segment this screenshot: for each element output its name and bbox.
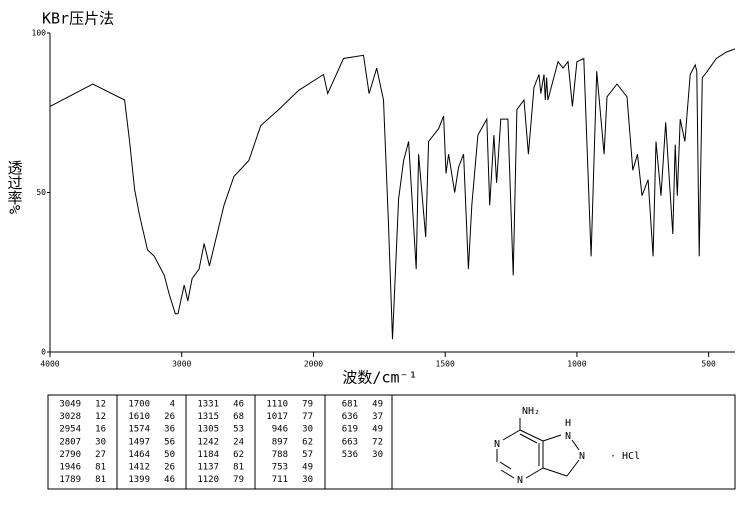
peak-wavenumber: 1120 — [197, 475, 219, 485]
peak-transmittance: 12 — [95, 400, 106, 410]
structure-label: N — [517, 475, 523, 486]
x-tick-label: 4000 — [40, 360, 59, 369]
peak-wavenumber: 753 — [272, 463, 288, 473]
x-tick-label: 2000 — [304, 360, 323, 369]
peak-transmittance: 4 — [170, 400, 175, 410]
x-axis-label: 波数/cm⁻¹ — [342, 369, 417, 387]
peak-wavenumber: 1184 — [197, 450, 219, 460]
x-tick-label: 1000 — [567, 360, 586, 369]
peak-transmittance: 81 — [95, 475, 106, 485]
peak-transmittance: 81 — [95, 463, 106, 473]
structure-label: N — [579, 451, 585, 462]
peak-wavenumber: 788 — [272, 450, 288, 460]
peak-wavenumber: 1497 — [128, 437, 150, 447]
peak-transmittance: 30 — [372, 450, 383, 460]
peak-wavenumber: 1464 — [128, 450, 150, 460]
peak-wavenumber: 3028 — [59, 412, 81, 422]
peak-transmittance: 12 — [95, 412, 106, 422]
peak-wavenumber: 1315 — [197, 412, 219, 422]
peak-wavenumber: 663 — [342, 437, 358, 447]
peak-wavenumber: 681 — [342, 400, 358, 410]
peak-transmittance: 37 — [372, 412, 383, 422]
peak-wavenumber: 2807 — [59, 437, 81, 447]
peak-wavenumber: 536 — [342, 450, 358, 460]
peak-wavenumber: 1700 — [128, 400, 150, 410]
peak-wavenumber: 3049 — [59, 400, 81, 410]
peak-transmittance: 57 — [302, 450, 313, 460]
peak-wavenumber: 711 — [272, 475, 288, 485]
x-tick-label: 1500 — [436, 360, 455, 369]
y-axis-label: 透过率% — [6, 160, 24, 214]
peak-transmittance: 26 — [164, 412, 175, 422]
y-tick-label: 0 — [41, 348, 46, 357]
peak-transmittance: 53 — [233, 425, 244, 435]
peak-transmittance: 62 — [233, 450, 244, 460]
structure-bonds — [496, 418, 580, 479]
peak-wavenumber: 1399 — [128, 475, 150, 485]
y-tick-label: 50 — [36, 188, 46, 197]
peak-transmittance: 68 — [233, 412, 244, 422]
peak-transmittance: 30 — [302, 475, 313, 485]
peak-transmittance: 46 — [233, 400, 244, 410]
peak-transmittance: 56 — [164, 437, 175, 447]
peak-transmittance: 24 — [233, 437, 244, 447]
peak-wavenumber: 636 — [342, 412, 358, 422]
structure-label: H — [565, 418, 571, 429]
peak-transmittance: 30 — [302, 425, 313, 435]
peak-transmittance: 79 — [233, 475, 244, 485]
peak-transmittance: 79 — [302, 400, 313, 410]
peak-transmittance: 36 — [164, 425, 175, 435]
peak-wavenumber: 1110 — [266, 400, 288, 410]
peak-transmittance: 49 — [372, 400, 383, 410]
peak-wavenumber: 1789 — [59, 475, 81, 485]
peak-transmittance: 81 — [233, 463, 244, 473]
structure-salt: · HCl — [610, 451, 640, 462]
peak-transmittance: 46 — [164, 475, 175, 485]
peak-transmittance: 16 — [95, 425, 106, 435]
peak-transmittance: 26 — [164, 463, 175, 473]
peak-transmittance: 62 — [302, 437, 313, 447]
peak-wavenumber: 1242 — [197, 437, 219, 447]
peak-wavenumber: 1137 — [197, 463, 219, 473]
peak-transmittance: 77 — [302, 412, 313, 422]
peak-transmittance: 50 — [164, 450, 175, 460]
spectrum-line — [49, 48, 736, 340]
chart-title: KBr压片法 — [42, 10, 114, 28]
x-tick-label: 500 — [701, 360, 716, 369]
structure-label: NH₂ — [522, 406, 540, 417]
peak-wavenumber: 2790 — [59, 450, 81, 460]
peak-wavenumber: 897 — [272, 437, 288, 447]
peak-transmittance: 72 — [372, 437, 383, 447]
peak-transmittance: 30 — [95, 437, 106, 447]
peak-wavenumber: 619 — [342, 425, 358, 435]
peak-wavenumber: 946 — [272, 425, 288, 435]
x-tick-label: 3000 — [172, 360, 191, 369]
structure-label: N — [565, 431, 571, 442]
peak-wavenumber: 1017 — [266, 412, 288, 422]
peak-transmittance: 49 — [302, 463, 313, 473]
peak-wavenumber: 1574 — [128, 425, 150, 435]
peak-wavenumber: 1946 — [59, 463, 81, 473]
peak-wavenumber: 2954 — [59, 425, 81, 435]
peak-wavenumber: 1610 — [128, 412, 150, 422]
structure-label: N — [494, 439, 500, 450]
y-tick-label: 100 — [32, 29, 47, 38]
peak-transmittance: 27 — [95, 450, 106, 460]
peak-wavenumber: 1331 — [197, 400, 219, 410]
peak-wavenumber: 1412 — [128, 463, 150, 473]
peak-transmittance: 49 — [372, 425, 383, 435]
table-dividers — [116, 395, 393, 489]
peak-wavenumber: 1305 — [197, 425, 219, 435]
